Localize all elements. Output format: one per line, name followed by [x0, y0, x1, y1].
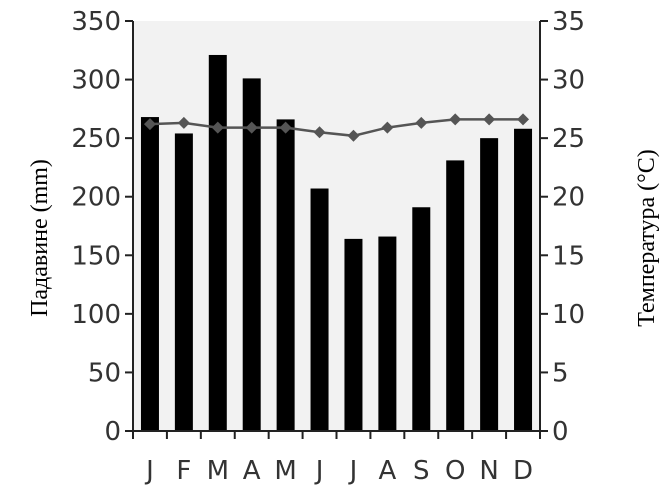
precip-bar-3: [208, 54, 227, 431]
right-tick-label: 25: [552, 124, 585, 154]
x-tick-label: J: [314, 456, 324, 486]
temp-marker-7: [347, 129, 360, 142]
temp-marker-1: [143, 118, 156, 131]
left-tick-label: 250: [71, 124, 121, 154]
temp-marker-12: [517, 113, 530, 126]
temp-marker-9: [415, 116, 428, 129]
temp-marker-2: [177, 116, 190, 129]
plot-area: [133, 21, 540, 431]
temp-marker-11: [483, 113, 496, 126]
precip-bar-1: [140, 117, 159, 432]
temp-marker-5: [279, 121, 292, 134]
x-tick-label: O: [445, 456, 465, 486]
x-tick-label: J: [144, 456, 154, 486]
left-tick-label: 150: [71, 241, 121, 271]
x-tick-label: M: [207, 456, 229, 486]
temp-marker-8: [381, 121, 394, 134]
x-tick-label: N: [479, 456, 498, 486]
x-tick-label: S: [413, 456, 430, 486]
precip-bar-6: [310, 188, 329, 431]
right-axis-title: Температура (°C): [634, 149, 660, 327]
precip-bar-7: [344, 238, 363, 431]
temp-marker-10: [449, 113, 462, 126]
precip-bar-4: [242, 78, 261, 432]
temp-marker-4: [245, 121, 258, 134]
right-tick-label: 10: [552, 300, 585, 330]
x-tick-label: A: [243, 456, 261, 486]
right-tick-label: 30: [552, 66, 585, 96]
left-tick-label: 50: [88, 358, 121, 388]
precip-bar-12: [514, 128, 533, 431]
left-tick-label: 100: [71, 300, 121, 330]
right-tick-label: 15: [552, 241, 585, 271]
temp-marker-3: [211, 121, 224, 134]
precip-bar-2: [174, 133, 193, 431]
precip-bar-10: [446, 160, 465, 431]
x-tick-label: F: [176, 456, 191, 486]
left-axis-ticks: 0 50 100 150 200 250 300 350: [71, 7, 133, 447]
left-tick-label: 0: [104, 417, 121, 447]
x-tick-label: J: [348, 456, 358, 486]
precip-bar-11: [480, 138, 499, 431]
right-tick-label: 20: [552, 183, 585, 213]
right-tick-label: 35: [552, 7, 585, 37]
left-tick-label: 200: [71, 183, 121, 213]
right-axis-ticks: 0 5 10 15 20 25 30 35: [540, 7, 585, 447]
precip-bar-5: [276, 119, 295, 432]
precipitation-bars: [140, 54, 533, 432]
x-tick-label: M: [274, 456, 296, 486]
right-tick-label: 0: [552, 417, 569, 447]
left-tick-label: 350: [71, 7, 121, 37]
left-axis-title: Падавине (mm): [27, 159, 53, 317]
right-tick-label: 5: [552, 358, 569, 388]
x-tick-label: D: [513, 456, 533, 486]
left-tick-label: 300: [71, 66, 121, 96]
temp-marker-6: [313, 126, 326, 139]
temperature-line-series: [143, 113, 530, 142]
x-tick-label: A: [378, 456, 396, 486]
precip-bar-8: [378, 236, 397, 431]
precip-bar-9: [412, 207, 431, 431]
